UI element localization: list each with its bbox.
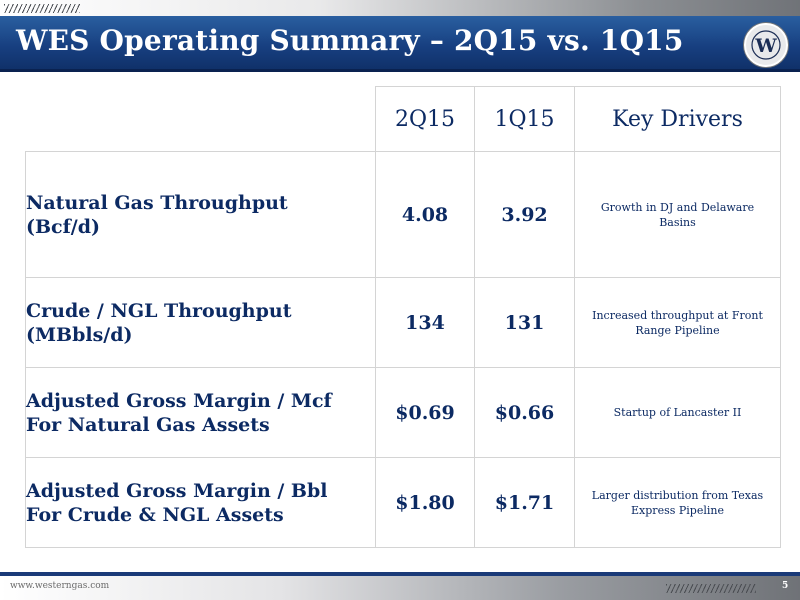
key-driver-line1: Startup of Lancaster II [613, 406, 742, 419]
page-number: 5 [782, 581, 789, 591]
header-blank-cell [26, 87, 376, 152]
column-header-1q15: 1Q15 [474, 86, 575, 152]
value-2q15: $1.80 [375, 457, 475, 548]
row-label: Adjusted Gross Margin / Bbl For Crude & N… [25, 457, 376, 548]
table-row: Adjusted Gross Margin / Bbl For Crude & N… [25, 457, 781, 548]
row-label-line1: Adjusted Gross Margin / Mcf [26, 389, 332, 412]
row-label-line2: (MBbls/d) [26, 323, 133, 346]
row-label-line1: Crude / NGL Throughput [26, 299, 292, 322]
website-url: www.westerngas.com [10, 581, 110, 591]
key-driver: Growth in DJ and Delaware Basins [574, 151, 781, 278]
row-label-line2: (Bcf/d) [26, 215, 101, 238]
top-stripe [0, 0, 800, 16]
value-1q15: 3.92 [474, 151, 575, 278]
key-driver: Larger distribution from Texas Express Pi… [574, 457, 781, 548]
key-driver-line2: Range Pipeline [635, 323, 720, 337]
column-header-key-drivers: Key Drivers [574, 86, 781, 152]
row-label-line1: Natural Gas Throughput [26, 191, 288, 214]
footer-divider [0, 572, 800, 576]
hatch-decoration [4, 4, 80, 13]
key-driver-line2: Basins [659, 215, 696, 229]
value-2q15: 4.08 [375, 151, 475, 278]
row-label-line2: For Crude & NGL Assets [26, 503, 284, 526]
key-driver-line1: Growth in DJ and Delaware [600, 200, 755, 214]
table-row: Natural Gas Throughput (Bcf/d) 4.08 3.92 … [25, 151, 781, 278]
hatch-decoration [666, 584, 756, 593]
key-driver-line1: Increased throughput at Front [592, 308, 763, 322]
row-label: Crude / NGL Throughput (MBbls/d) [25, 277, 376, 368]
table-row: Adjusted Gross Margin / Mcf For Natural G… [25, 367, 781, 458]
slide-title: WES Operating Summary – 2Q15 vs. 1Q15 [16, 24, 684, 57]
value-2q15: $0.69 [375, 367, 475, 458]
row-label-line1: Adjusted Gross Margin / Bbl [26, 479, 328, 502]
company-logo: W [744, 23, 788, 67]
value-1q15: 131 [474, 277, 575, 368]
footer-bar: www.westerngas.com 5 [0, 576, 800, 600]
table-header-row: 2Q15 1Q15 Key Drivers [26, 86, 781, 152]
logo-w-icon: W [751, 30, 781, 60]
column-header-2q15: 2Q15 [375, 86, 475, 152]
title-bar: WES Operating Summary – 2Q15 vs. 1Q15 W [0, 16, 800, 72]
value-1q15: $0.66 [474, 367, 575, 458]
table-row: Crude / NGL Throughput (MBbls/d) 134 131 … [25, 277, 781, 368]
operating-summary-table: 2Q15 1Q15 Key Drivers Natural Gas Throug… [25, 86, 781, 548]
key-driver: Startup of Lancaster II [574, 367, 781, 458]
value-2q15: 134 [375, 277, 475, 368]
key-driver: Increased throughput at Front Range Pipel… [574, 277, 781, 368]
value-1q15: $1.71 [474, 457, 575, 548]
logo-letter: W [754, 35, 777, 57]
row-label-line2: For Natural Gas Assets [26, 413, 270, 436]
row-label: Natural Gas Throughput (Bcf/d) [25, 151, 376, 278]
key-driver-line2: Express Pipeline [631, 503, 724, 517]
row-label: Adjusted Gross Margin / Mcf For Natural G… [25, 367, 376, 458]
key-driver-line1: Larger distribution from Texas [591, 488, 764, 502]
